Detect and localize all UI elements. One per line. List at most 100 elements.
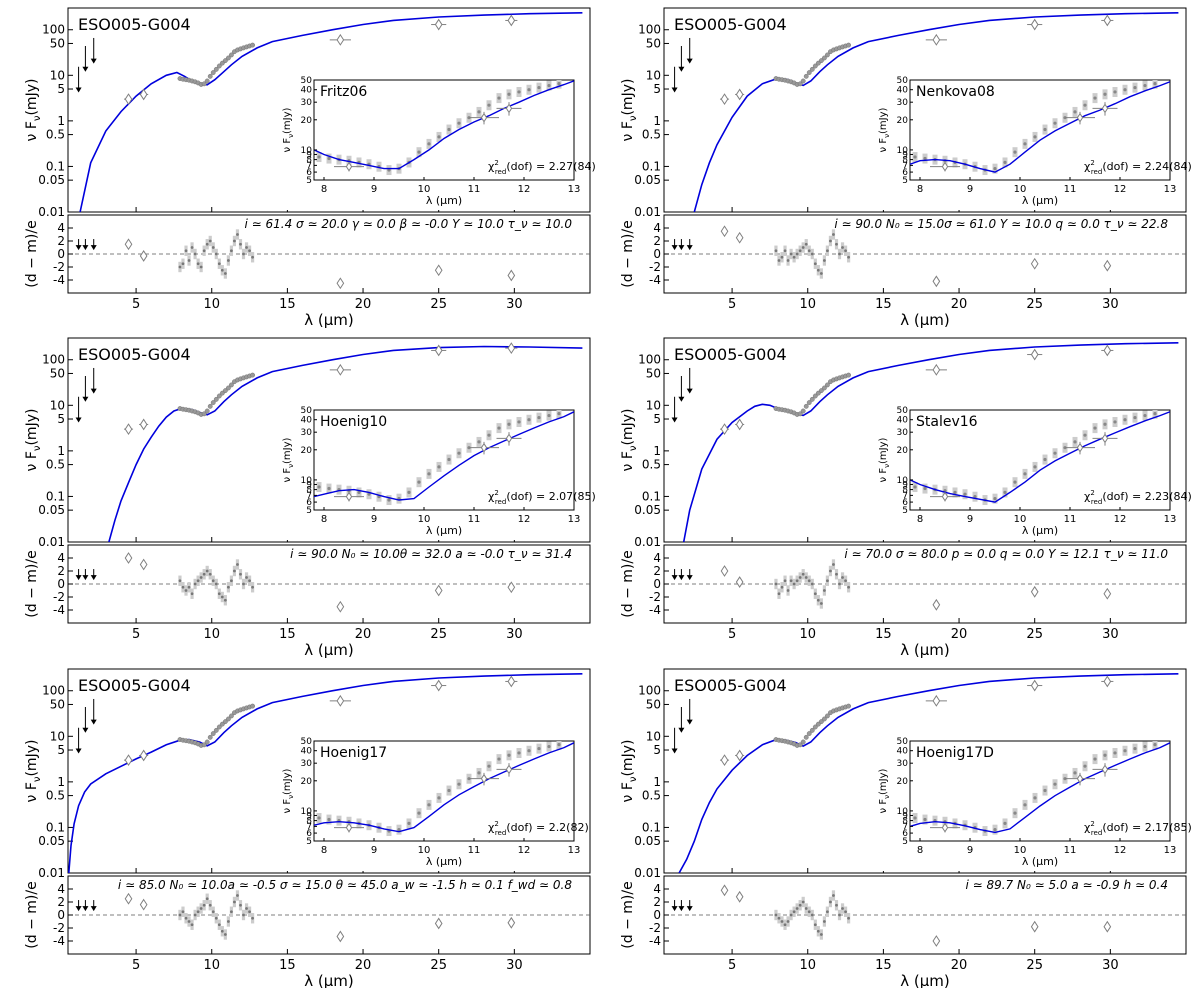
inset-y-tick-label: 30	[301, 759, 313, 769]
residual-y-tick-label: 0	[653, 577, 661, 591]
spectrum-point	[993, 167, 997, 171]
upper-limit-arrowhead	[671, 748, 678, 754]
spectrum-point	[1033, 796, 1037, 800]
residual-photometry-marker	[1030, 257, 1039, 270]
upper-limit-arrowhead	[671, 417, 678, 423]
spectrum-point	[427, 472, 431, 476]
inset-model-line	[910, 81, 1170, 173]
spectrum-point	[812, 724, 818, 730]
spectrum-point	[407, 490, 411, 494]
spectrum-point	[1033, 465, 1037, 469]
photometry-marker	[336, 694, 345, 707]
y-tick-label: 100	[42, 23, 65, 37]
spectrum-point	[963, 492, 967, 496]
photometry-marker	[1103, 14, 1112, 27]
residual-spectrum-point	[248, 249, 251, 253]
inset-y-tick-label: 9	[902, 150, 908, 160]
residual-photometry-marker	[735, 231, 744, 244]
photometry-point	[505, 342, 518, 355]
residual-y-tick-label: -2	[649, 260, 661, 274]
inset-y-tick-label: 50	[301, 737, 313, 747]
residual-x-tick-label: 25	[430, 297, 447, 312]
spectrum-point	[1113, 90, 1117, 94]
residual-x-tick-label: 20	[355, 958, 372, 973]
inset-photometry-point	[334, 491, 364, 502]
photometry-marker	[1030, 679, 1039, 692]
inset-photometry-point	[1092, 763, 1118, 777]
spectrum-point	[821, 385, 827, 391]
main-frame	[663, 337, 1187, 543]
residual-spectrum-point	[181, 585, 185, 589]
y-tick-label: 1	[653, 775, 661, 789]
residual-spectrum-point	[178, 579, 182, 583]
object-title: ESO005-G004	[78, 345, 191, 364]
inset-photometry-point	[334, 161, 364, 172]
inset-y-tick-label: 6	[306, 829, 312, 839]
spectrum-point	[812, 63, 818, 69]
y-tick-label: 100	[42, 353, 65, 367]
residual-y-tick-label: 2	[653, 234, 661, 248]
inset-x-tick-label: 10	[1014, 184, 1027, 195]
inset-y-tick-label: 10	[897, 476, 909, 486]
object-title: ESO005-G004	[78, 15, 191, 34]
residual-photometry-point	[1103, 259, 1112, 272]
residual-x-label: λ (μm)	[304, 311, 354, 329]
y-tick-label: 10	[646, 398, 661, 412]
residual-x-tick-label: 30	[506, 958, 523, 973]
residual-y-tick-label: 2	[653, 564, 661, 578]
residual-photometry-marker	[124, 552, 133, 564]
y-tick-label: 0.5	[642, 128, 661, 142]
y-tick-label: 100	[42, 684, 65, 698]
spectrum-point	[818, 388, 824, 394]
residual-spectrum-point	[220, 268, 224, 272]
inset-x-tick-label: 9	[371, 845, 377, 856]
residual-x-tick-label: 10	[799, 297, 816, 312]
inset-y-label: ν Fν(mJy)	[282, 107, 295, 152]
residual-spectrum	[178, 229, 255, 279]
spectrum-point	[222, 388, 228, 394]
residual-spectrum-point	[801, 900, 805, 904]
y-tick-label: 1	[653, 444, 661, 458]
inset-frame	[909, 79, 1171, 181]
spectrum-point	[204, 78, 210, 84]
residual-spectrum-point	[829, 900, 832, 904]
chi2-label: χ2 red(dof) = 2.17(85)	[1084, 820, 1192, 837]
residual-spectrum-point	[214, 252, 218, 256]
residual-spectrum-point	[789, 913, 793, 917]
spectrum-point	[1023, 803, 1027, 807]
residual-spectrum-point	[813, 923, 817, 927]
photometry-marker	[139, 88, 148, 101]
residual-spectrum-point	[780, 920, 784, 923]
spectrum-point	[477, 440, 481, 444]
spectrum-point	[809, 396, 815, 402]
upper-limit-arrowhead	[686, 245, 693, 251]
residual-photometry-marker	[932, 598, 941, 611]
residual-x-label: λ (μm)	[304, 641, 354, 659]
photometry-point	[505, 14, 518, 27]
spectrum-point	[1133, 85, 1137, 90]
residual-upper-limit-arrow	[82, 569, 89, 581]
upper-limit-arrowhead	[678, 575, 685, 581]
spectrum-point	[547, 744, 551, 749]
spectrum-point	[427, 803, 431, 807]
residual-x-tick-label: 5	[728, 958, 736, 973]
photometry-point	[1027, 679, 1043, 692]
residual-photometry-point	[139, 558, 148, 571]
inset-x-tick-label: 13	[568, 514, 581, 525]
inset-y-tick-label: 8	[306, 817, 312, 827]
upper-limit-arrow	[75, 727, 82, 754]
inset-x-tick-label: 13	[1164, 514, 1177, 525]
y-tick-label: 0.5	[46, 458, 65, 472]
upper-limit-arrow	[686, 37, 693, 64]
photometry-marker	[434, 18, 443, 31]
upper-limit-arrowhead	[671, 245, 678, 251]
upper-limit-arrowhead	[686, 58, 693, 64]
residual-spectrum-point	[187, 920, 191, 923]
residual-spectrum-point	[239, 242, 242, 246]
residual-spectrum-point	[816, 268, 820, 272]
upper-limit-arrow	[671, 727, 678, 754]
spectrum-point	[913, 485, 917, 489]
residual-photometry-point	[1030, 257, 1039, 270]
residual-spectrum-point	[774, 249, 778, 253]
